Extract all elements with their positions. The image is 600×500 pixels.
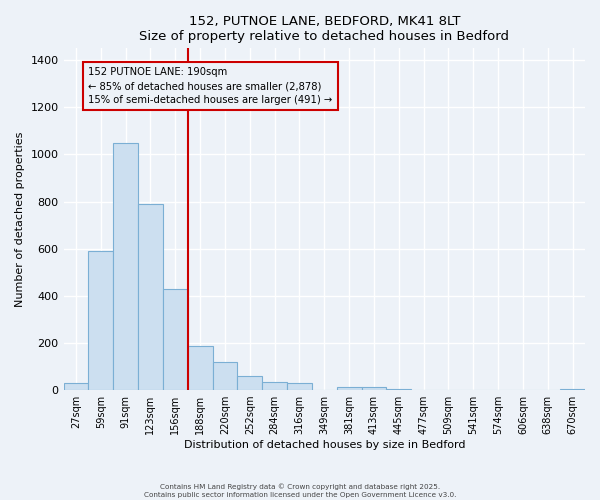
Bar [88,251,113,390]
Text: Contains HM Land Registry data © Crown copyright and database right 2025.
Contai: Contains HM Land Registry data © Crown c… [144,484,456,498]
Bar [138,204,163,390]
Bar [113,142,138,390]
Title: 152, PUTNOE LANE, BEDFORD, MK41 8LT
Size of property relative to detached houses: 152, PUTNOE LANE, BEDFORD, MK41 8LT Size… [139,15,509,43]
Bar [163,288,188,390]
Bar [287,383,312,390]
Text: 152 PUTNOE LANE: 190sqm
← 85% of detached houses are smaller (2,878)
15% of semi: 152 PUTNOE LANE: 190sqm ← 85% of detache… [88,67,332,105]
Y-axis label: Number of detached properties: Number of detached properties [15,132,25,307]
X-axis label: Distribution of detached houses by size in Bedford: Distribution of detached houses by size … [184,440,465,450]
Bar [212,362,238,390]
Bar [188,346,212,390]
Bar [238,376,262,390]
Bar [64,383,88,390]
Bar [386,389,411,390]
Bar [262,382,287,390]
Bar [362,388,386,390]
Bar [337,386,362,390]
